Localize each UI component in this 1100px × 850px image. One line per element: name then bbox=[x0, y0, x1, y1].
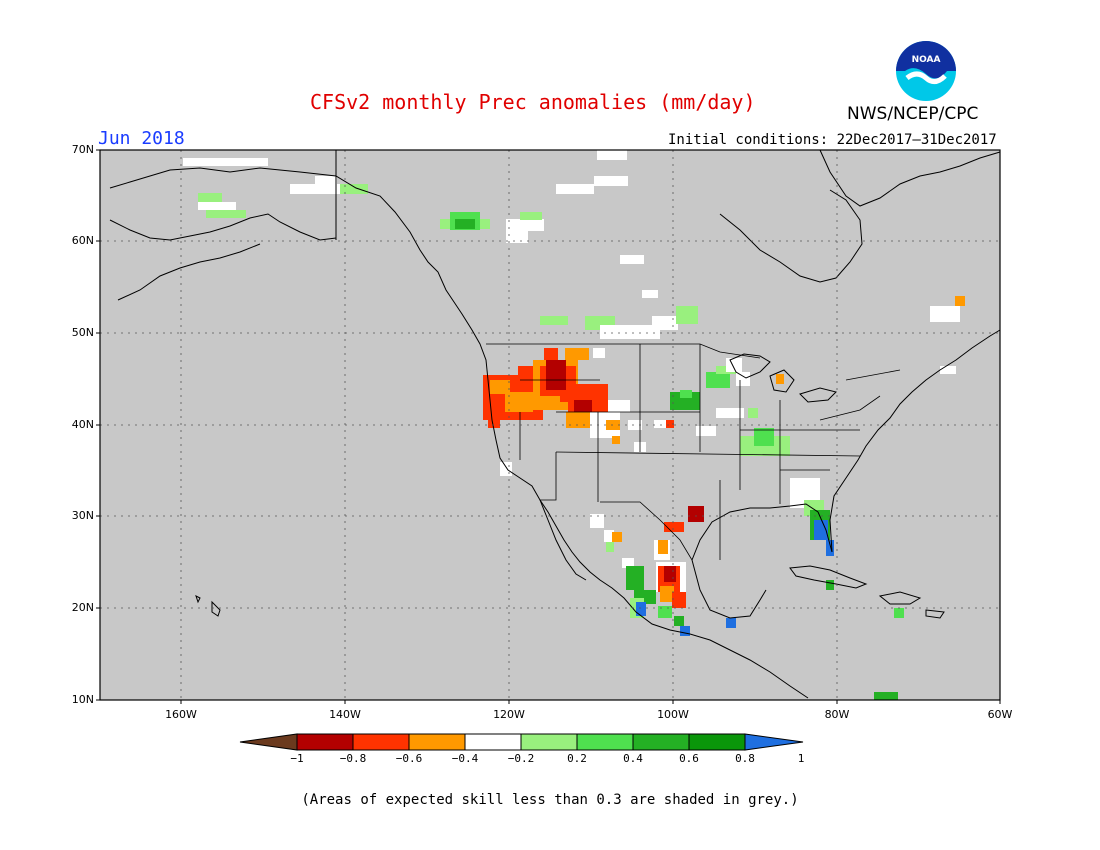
colorbar-swatch bbox=[296, 733, 354, 751]
lat-label-30n: 30N bbox=[71, 509, 94, 522]
agency-label: NWS/NCEP/CPC bbox=[847, 104, 979, 124]
lat-label-70n: 70N bbox=[71, 143, 94, 156]
colorbar-swatch bbox=[408, 733, 466, 751]
noaa-logo-icon: NOAA bbox=[896, 41, 956, 101]
lon-label-60w: 60W bbox=[987, 708, 1013, 721]
lon-label-120w: 120W bbox=[493, 708, 525, 721]
lat-label-40n: 40N bbox=[71, 418, 94, 431]
map-ticks bbox=[96, 149, 1001, 704]
colorbar-arrow-left bbox=[239, 733, 298, 751]
logo-text: NOAA bbox=[912, 55, 941, 65]
initial-conditions: Initial conditions: 22Dec2017–31Dec2017 bbox=[668, 132, 997, 148]
lon-label-100w: 100W bbox=[657, 708, 689, 721]
lon-label-80w: 80W bbox=[824, 708, 850, 721]
colorbar-swatch bbox=[464, 733, 522, 751]
colorbar bbox=[239, 733, 804, 751]
colorbar-swatch bbox=[688, 733, 746, 751]
colorbar-label: 0.2 bbox=[567, 752, 587, 765]
colorbar-arrow-right bbox=[744, 733, 804, 751]
colorbar-label: 0.8 bbox=[735, 752, 755, 765]
colorbar-label: −0.6 bbox=[395, 752, 423, 765]
map-grid bbox=[100, 150, 1000, 700]
political-borders bbox=[486, 343, 901, 561]
lon-label-140w: 140W bbox=[329, 708, 361, 721]
chart-title: CFSv2 monthly Prec anomalies (mm/day) bbox=[310, 90, 756, 114]
colorbar-label: 1 bbox=[797, 752, 805, 765]
anomaly-cells bbox=[183, 150, 965, 700]
lon-label-160w: 160W bbox=[165, 708, 197, 721]
lat-label-50n: 50N bbox=[71, 326, 94, 339]
colorbar-label: 0.6 bbox=[679, 752, 699, 765]
skill-footnote: (Areas of expected skill less than 0.3 a… bbox=[301, 792, 799, 808]
colorbar-label: −0.8 bbox=[339, 752, 367, 765]
lat-label-60n: 60N bbox=[71, 234, 94, 247]
colorbar-label: −0.4 bbox=[451, 752, 479, 765]
lat-label-20n: 20N bbox=[71, 601, 94, 614]
forecast-month: Jun 2018 bbox=[98, 128, 185, 149]
colorbar-label: 0.4 bbox=[623, 752, 643, 765]
colorbar-swatch bbox=[576, 733, 634, 751]
colorbar-label: −1 bbox=[290, 752, 304, 765]
colorbar-swatch bbox=[352, 733, 410, 751]
colorbar-swatch bbox=[632, 733, 690, 751]
colorbar-label: −0.2 bbox=[507, 752, 535, 765]
colorbar-swatch bbox=[520, 733, 578, 751]
lat-label-10n: 10N bbox=[71, 693, 94, 706]
coastlines bbox=[109, 149, 1001, 699]
